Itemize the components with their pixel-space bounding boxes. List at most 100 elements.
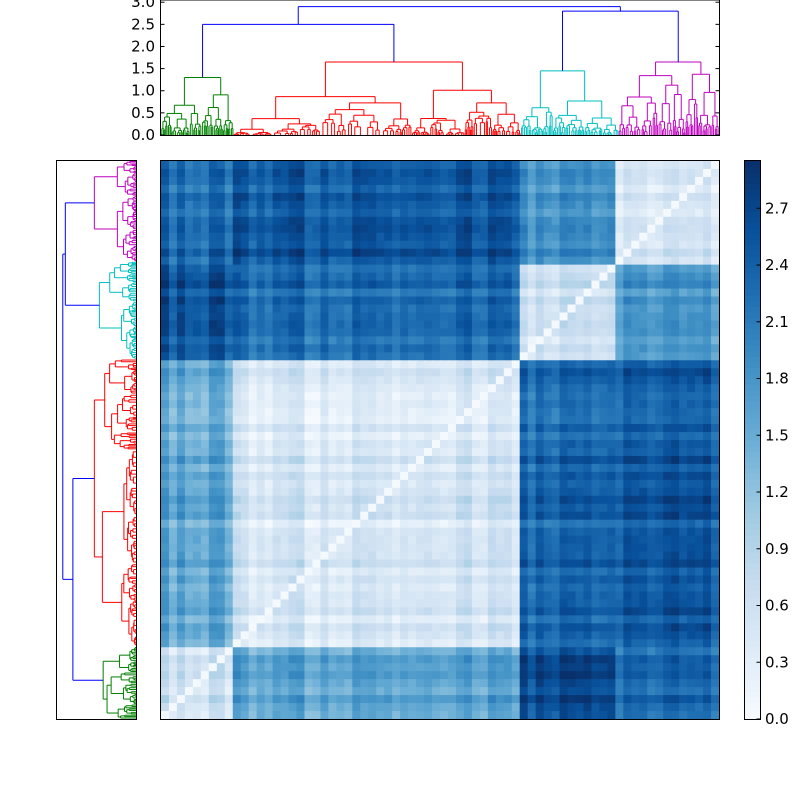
heatmap-cell [711, 264, 720, 274]
heatmap-cell [679, 208, 688, 218]
heatmap-cell [471, 487, 481, 497]
heatmap-cell [535, 256, 545, 266]
heatmap-cell [368, 511, 377, 521]
heatmap-cell [703, 264, 712, 274]
heatmap-cell [161, 400, 170, 409]
heatmap-cell [455, 304, 465, 314]
heatmap-cell [479, 288, 489, 298]
heatmap-cell [663, 232, 672, 242]
heatmap-cell [607, 479, 616, 489]
heatmap-cell [663, 344, 672, 353]
heatmap-cell [400, 216, 409, 226]
heatmap-cell [519, 447, 529, 457]
heatmap-cell [408, 168, 417, 178]
heatmap-cell [671, 479, 680, 489]
heatmap-cell [495, 392, 505, 401]
heatmap-cell [192, 176, 202, 186]
heatmap-cell [192, 168, 202, 178]
heatmap-cell [559, 272, 569, 282]
heatmap-cell [463, 511, 473, 521]
heatmap-cell [551, 288, 561, 298]
heatmap-cell [551, 519, 561, 529]
heatmap-cell [392, 519, 401, 529]
heatmap-cell [583, 272, 593, 282]
heatmap-cell [631, 208, 640, 218]
heatmap-cell [503, 240, 513, 250]
heatmap-cell [623, 200, 632, 210]
heatmap-cell [312, 471, 322, 481]
heatmap-cell [272, 264, 282, 274]
heatmap-cell [336, 328, 345, 337]
heatmap-cell [432, 256, 441, 266]
y-tick-label: 2.0 [131, 37, 155, 55]
heatmap-cell [296, 527, 306, 537]
heatmap-cell [455, 256, 465, 266]
heatmap-cell [344, 176, 353, 186]
heatmap-cell [567, 440, 577, 449]
heatmap-cell [400, 424, 409, 433]
heatmap-cell [360, 304, 369, 314]
heatmap-cell [711, 256, 720, 266]
heatmap-cell [503, 463, 513, 473]
heatmap-cell [615, 264, 624, 274]
heatmap-cell [575, 184, 585, 194]
heatmap-cell [161, 416, 170, 425]
heatmap-cell [352, 272, 361, 282]
heatmap-cell [567, 479, 577, 489]
heatmap-cell [479, 312, 489, 322]
heatmap-cell [312, 240, 322, 250]
heatmap-cell [471, 471, 481, 481]
heatmap-cell [519, 224, 529, 234]
heatmap-cell [272, 168, 282, 178]
heatmap-cell [463, 336, 473, 345]
heatmap-cell [368, 272, 377, 282]
heatmap-cell [583, 161, 593, 170]
heatmap-cell [615, 200, 624, 210]
heatmap-cell [176, 216, 186, 226]
heatmap-cell [200, 248, 210, 258]
heatmap-cell [655, 176, 664, 186]
heatmap-cell [384, 328, 393, 337]
heatmap-cell [272, 511, 282, 521]
heatmap-cell [320, 280, 329, 290]
heatmap-cell [176, 384, 186, 393]
heatmap-cell [208, 368, 218, 377]
heatmap-cell [328, 328, 337, 337]
heatmap-cell [216, 408, 226, 417]
heatmap-cell [400, 511, 409, 521]
heatmap-cell [543, 376, 553, 385]
heatmap-cell [711, 192, 720, 202]
heatmap-cell [384, 440, 393, 449]
heatmap-cell [416, 304, 425, 314]
heatmap-cell [671, 344, 680, 353]
heatmap-cell [280, 384, 290, 393]
heatmap-cell [328, 240, 337, 250]
heatmap-cell [599, 416, 608, 425]
heatmap-cell [663, 272, 672, 282]
heatmap-cell [232, 432, 242, 441]
heatmap-cell [264, 248, 274, 258]
heatmap-cell [695, 272, 704, 282]
heatmap-cell [559, 224, 569, 234]
heatmap-cell [168, 304, 178, 314]
heatmap-cell [471, 511, 481, 521]
heatmap-cell [535, 168, 545, 178]
heatmap-cell [575, 503, 585, 513]
heatmap-cell [376, 392, 385, 401]
heatmap-cell [184, 161, 194, 170]
heatmap-cell [487, 503, 497, 513]
heatmap-cell [184, 256, 194, 266]
heatmap-cell [535, 328, 545, 337]
heatmap-cell [647, 416, 656, 425]
heatmap-cell [527, 248, 537, 258]
heatmap-cell [320, 304, 329, 314]
heatmap-cell [591, 304, 601, 314]
heatmap-cell [200, 511, 210, 521]
heatmap-cell [663, 304, 672, 314]
heatmap-cell [711, 400, 720, 409]
heatmap-cell [703, 471, 712, 481]
heatmap-cell [384, 240, 393, 250]
heatmap-cell [248, 424, 258, 433]
heatmap-cell [288, 487, 298, 497]
heatmap-cell [471, 400, 481, 409]
